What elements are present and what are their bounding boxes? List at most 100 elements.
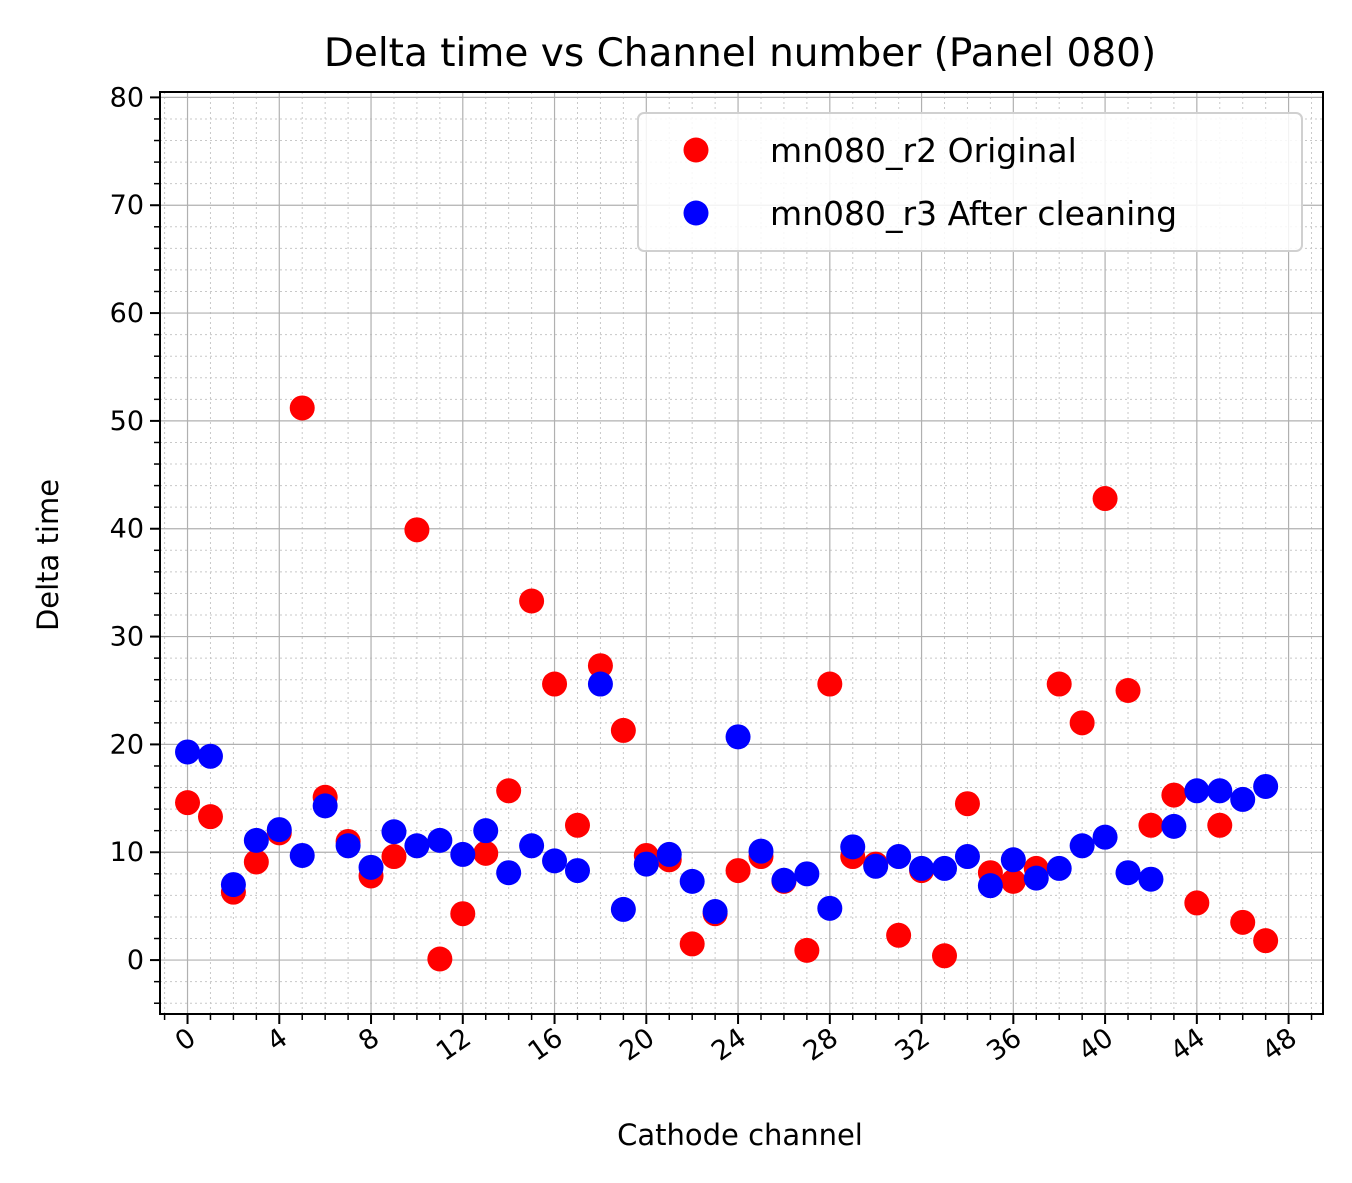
data-point xyxy=(1161,813,1187,839)
data-point xyxy=(427,946,453,972)
data-point xyxy=(886,844,912,870)
data-point xyxy=(1046,855,1072,881)
data-point xyxy=(702,899,728,925)
y-tick-label: 30 xyxy=(110,622,144,653)
data-point xyxy=(427,827,453,853)
data-point xyxy=(542,848,568,874)
y-tick-label: 10 xyxy=(110,837,144,868)
plot-frame xyxy=(159,91,1324,1015)
data-point xyxy=(1230,909,1256,935)
data-point xyxy=(1000,868,1026,894)
data-point xyxy=(1023,865,1049,891)
legend-marker xyxy=(683,137,709,163)
data-point xyxy=(656,841,682,867)
data-point xyxy=(1069,833,1095,859)
data-point xyxy=(564,812,590,838)
data-point xyxy=(1000,847,1026,873)
data-point xyxy=(1184,778,1210,804)
data-point xyxy=(909,855,935,881)
data-point xyxy=(542,671,568,697)
data-point xyxy=(220,872,246,898)
data-point xyxy=(1138,866,1164,892)
y-axis-label: Delta time xyxy=(31,479,65,631)
data-point xyxy=(977,873,1003,899)
data-point xyxy=(1046,671,1072,697)
data-point xyxy=(1161,782,1187,808)
series-layer xyxy=(175,395,1279,972)
data-point xyxy=(840,834,866,860)
data-point xyxy=(450,841,476,867)
data-point xyxy=(794,937,820,963)
data-point xyxy=(1184,890,1210,916)
data-point xyxy=(1253,773,1279,799)
data-point xyxy=(932,855,958,881)
data-point xyxy=(358,854,384,880)
data-point xyxy=(794,861,820,887)
data-point xyxy=(381,819,407,845)
data-point xyxy=(519,833,545,859)
data-point xyxy=(1115,677,1141,703)
legend-label: mn080_r2 Original xyxy=(770,131,1077,170)
data-point xyxy=(679,868,705,894)
data-point xyxy=(175,790,201,816)
data-point xyxy=(564,858,590,884)
data-point xyxy=(863,853,889,879)
data-point xyxy=(886,922,912,948)
data-point xyxy=(1138,812,1164,838)
data-point xyxy=(1092,486,1118,512)
data-point xyxy=(954,791,980,817)
data-point xyxy=(610,896,636,922)
data-point xyxy=(587,653,613,679)
data-point xyxy=(633,851,659,877)
data-point xyxy=(473,818,499,844)
y-tick-label: 80 xyxy=(110,82,144,113)
data-point xyxy=(312,793,338,819)
data-point xyxy=(610,717,636,743)
y-tick-label: 50 xyxy=(110,406,144,437)
data-point xyxy=(519,588,545,614)
data-point xyxy=(243,849,269,875)
y-tick-label: 0 xyxy=(127,945,144,976)
data-point xyxy=(289,395,315,421)
data-point xyxy=(175,739,201,765)
legend-marker xyxy=(683,200,709,226)
data-point xyxy=(725,858,751,884)
y-axis: 0 10 20 30 40 50 60 70 80 xyxy=(110,82,160,1004)
data-point xyxy=(335,833,361,859)
legend: mn080_r2 Original mn080_r3 After cleaning xyxy=(637,112,1303,252)
data-point xyxy=(404,517,430,543)
data-point xyxy=(450,901,476,927)
data-point xyxy=(817,895,843,921)
legend-box xyxy=(637,112,1303,252)
data-point xyxy=(473,840,499,866)
data-point xyxy=(381,844,407,870)
data-point xyxy=(197,743,223,769)
data-point xyxy=(243,827,269,853)
data-point xyxy=(587,671,613,697)
data-point xyxy=(748,838,774,864)
data-point xyxy=(496,778,522,804)
data-point xyxy=(932,943,958,969)
data-point xyxy=(679,931,705,957)
data-point xyxy=(496,860,522,886)
data-point xyxy=(771,867,797,893)
data-point xyxy=(404,833,430,859)
x-axis-label: Cathode channel xyxy=(617,1118,863,1152)
data-point xyxy=(1069,710,1095,736)
y-tick-label: 70 xyxy=(110,190,144,221)
data-point xyxy=(197,804,223,830)
data-point xyxy=(954,844,980,870)
data-point xyxy=(1207,778,1233,804)
data-point xyxy=(1115,860,1141,886)
data-point xyxy=(1207,812,1233,838)
y-tick-label: 20 xyxy=(110,729,144,760)
data-point xyxy=(266,817,292,843)
y-tick-label: 40 xyxy=(110,514,144,545)
data-point xyxy=(1230,786,1256,812)
data-point xyxy=(289,842,315,868)
data-point xyxy=(1253,928,1279,954)
legend-label: mn080_r3 After cleaning xyxy=(770,194,1177,233)
series-2 xyxy=(175,671,1279,925)
data-point xyxy=(725,724,751,750)
data-point xyxy=(1092,824,1118,850)
